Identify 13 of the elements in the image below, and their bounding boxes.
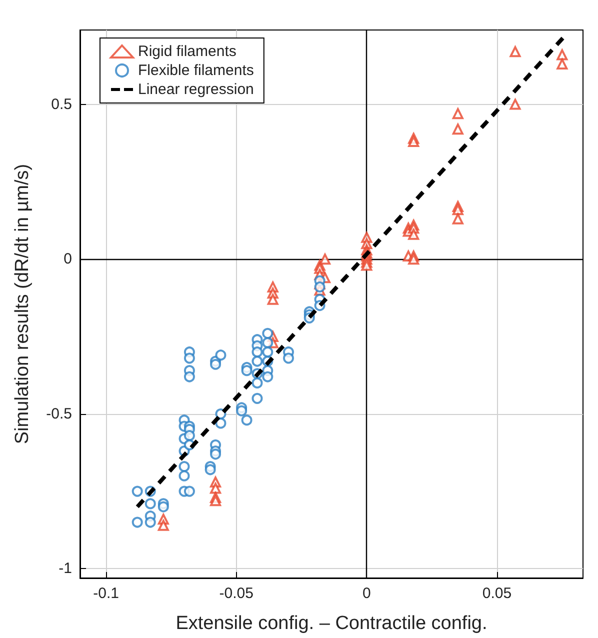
legend-label: Linear regression	[138, 81, 254, 98]
legend-label: Rigid filaments	[138, 43, 236, 60]
x-axis-title: Extensile config. – Contractile config.	[176, 613, 488, 634]
x-tick-label: 0	[362, 585, 371, 602]
y-tick-label: -0.5	[46, 405, 72, 422]
x-tick-label: -0.05	[219, 585, 254, 602]
legend-label: Flexible filaments	[138, 62, 254, 79]
x-tick-label: 0.05	[482, 585, 512, 602]
y-tick-label: 0.5	[51, 96, 72, 113]
y-axis-title: Simulation results (dR/dt in µm/s)	[12, 164, 33, 444]
x-tick-label: -0.1	[93, 585, 119, 602]
y-tick-label: 0	[64, 250, 72, 268]
y-tick-label: -1	[58, 560, 72, 578]
